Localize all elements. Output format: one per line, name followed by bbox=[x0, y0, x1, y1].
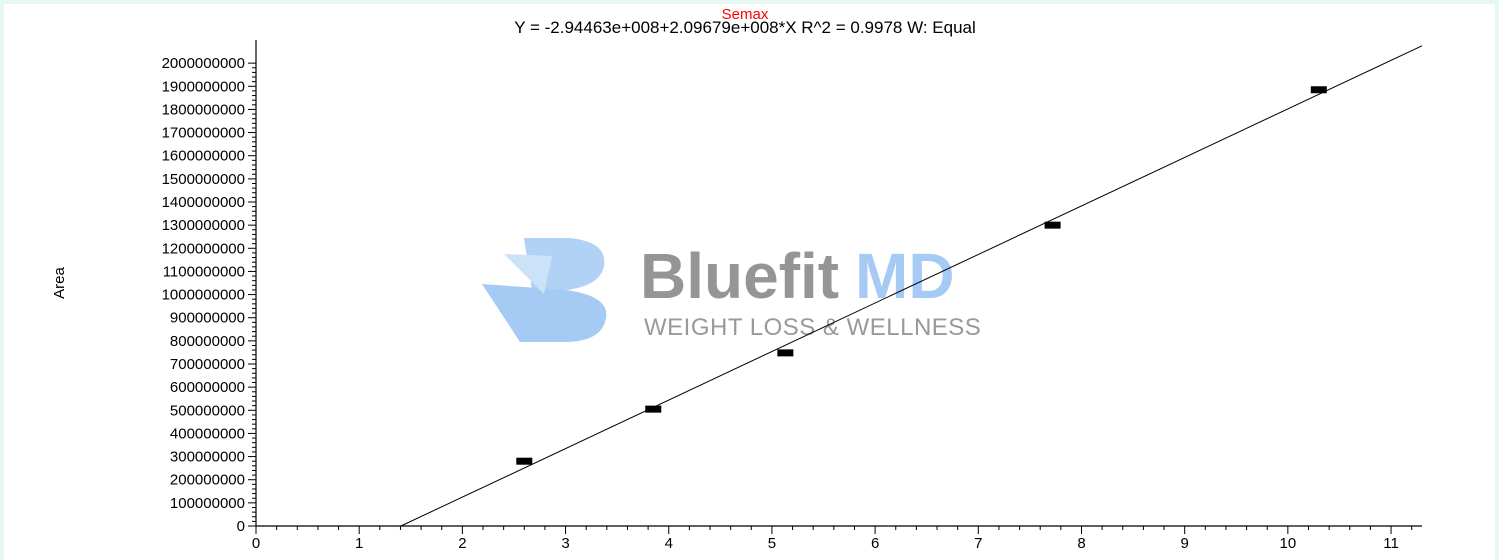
y-tick-label: 1700000000 bbox=[162, 125, 245, 142]
x-tick-label: 6 bbox=[871, 535, 879, 552]
calibration-chart: Bluefit MD WEIGHT LOSS & WELLNESS Semax … bbox=[51, 6, 1423, 552]
x-tick-label: 10 bbox=[1280, 535, 1297, 552]
y-tick-label: 800000000 bbox=[170, 333, 245, 350]
watermark-tagline: WEIGHT LOSS & WELLNESS bbox=[644, 314, 981, 341]
y-tick-label: 0 bbox=[237, 518, 245, 535]
y-tick-label: 300000000 bbox=[170, 449, 245, 466]
y-tick-label: 500000000 bbox=[170, 402, 245, 419]
data-point bbox=[516, 457, 533, 465]
y-tick-label: 1000000000 bbox=[162, 287, 245, 304]
chart-title: Semax bbox=[722, 6, 769, 23]
x-axis-ticks: 0 1 2 3 4 5 6 7 8 9 10 11 bbox=[252, 526, 1413, 552]
x-tick-label: 7 bbox=[974, 535, 982, 552]
chart-subtitle: Y = -2.94463e+008+2.09679e+008*X R^2 = 0… bbox=[514, 18, 976, 37]
watermark-name-part2: MD bbox=[855, 240, 955, 312]
x-tick-label: 5 bbox=[768, 535, 776, 552]
x-tick-label: 1 bbox=[355, 535, 363, 552]
y-tick-label: 2000000000 bbox=[162, 55, 245, 72]
regression-line bbox=[400, 45, 1423, 527]
y-axis-ticks: 0 100000000 200000000 300000000 400000000 500… bbox=[162, 55, 256, 535]
y-tick-label: 1400000000 bbox=[162, 194, 245, 211]
watermark-name-part1: Bluefit bbox=[640, 240, 839, 312]
regression-line-group bbox=[400, 45, 1423, 527]
y-tick-label: 900000000 bbox=[170, 310, 245, 327]
y-tick-label: 600000000 bbox=[170, 379, 245, 396]
data-points bbox=[516, 86, 1327, 465]
x-tick-label: 0 bbox=[252, 535, 260, 552]
x-tick-label: 9 bbox=[1181, 535, 1189, 552]
data-point bbox=[777, 349, 794, 357]
bluefit-logo-icon bbox=[482, 238, 607, 342]
y-tick-label: 1800000000 bbox=[162, 101, 245, 118]
x-tick-label: 11 bbox=[1383, 535, 1399, 552]
y-tick-label: 400000000 bbox=[170, 425, 245, 442]
y-tick-label: 1900000000 bbox=[162, 78, 245, 95]
y-tick-label: 200000000 bbox=[170, 472, 245, 489]
y-tick-label: 700000000 bbox=[170, 356, 245, 373]
x-tick-label: 4 bbox=[665, 535, 673, 552]
bluefit-watermark: Bluefit MD WEIGHT LOSS & WELLNESS bbox=[482, 238, 981, 342]
x-tick-label: 3 bbox=[561, 535, 569, 552]
data-point bbox=[1044, 221, 1061, 229]
y-tick-label: 1200000000 bbox=[162, 240, 245, 257]
y-tick-label: 1600000000 bbox=[162, 148, 245, 165]
y-axis-label: Area bbox=[51, 267, 68, 299]
y-tick-label: 1100000000 bbox=[163, 263, 245, 280]
x-tick-label: 2 bbox=[458, 535, 466, 552]
y-tick-label: 1300000000 bbox=[162, 217, 245, 234]
x-tick-label: 8 bbox=[1077, 535, 1085, 552]
y-tick-label: 100000000 bbox=[170, 495, 245, 512]
chart-frame: Bluefit MD WEIGHT LOSS & WELLNESS Semax … bbox=[4, 4, 1495, 560]
y-tick-label: 1500000000 bbox=[162, 171, 245, 188]
data-point bbox=[645, 405, 662, 413]
data-point bbox=[1310, 86, 1327, 94]
